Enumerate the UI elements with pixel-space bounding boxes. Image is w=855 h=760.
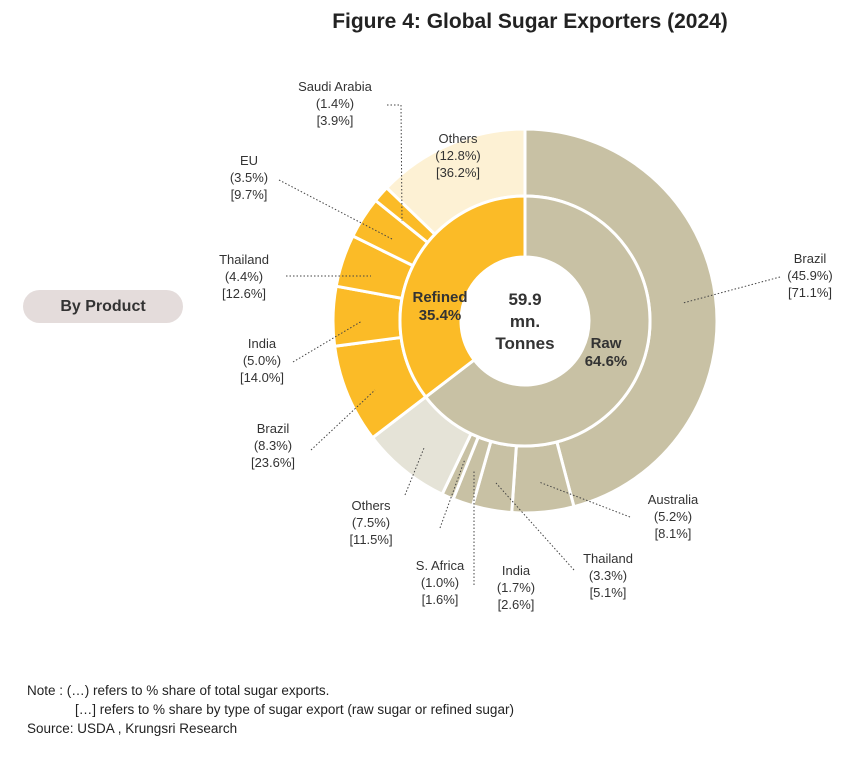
- label-refined-brazil-share-total: (8.3%): [254, 438, 292, 453]
- donut-chart: 59.9 mn. Tonnes Refined 35.4% Raw 64.6% …: [219, 79, 833, 612]
- leader-refined-saudi-arabia: [387, 104, 403, 222]
- label-raw-india-name: India: [502, 563, 531, 578]
- label-refined-brazil-share-type: [23.6%]: [251, 455, 295, 470]
- label-raw-s-africa-share-total: (1.0%): [421, 575, 459, 590]
- inner-label-refined-pct: 35.4%: [419, 307, 462, 324]
- note-line-2: […] refers to % share by type of sugar e…: [75, 702, 514, 717]
- label-refined-india-name: India: [248, 336, 277, 351]
- note-line-1: Note : (…) refers to % share of total su…: [27, 683, 330, 698]
- center-total-value: 59.9: [508, 290, 541, 309]
- notes: Note : (…) refers to % share of total su…: [27, 681, 514, 738]
- slice-labels: Brazil (45.9%) [71.1%] Australia (5.2%) [8.1%…: [219, 79, 833, 612]
- leader-lines: [278, 104, 781, 585]
- leader-raw-others: [404, 447, 425, 496]
- label-refined-others-name: Others: [438, 131, 478, 146]
- label-raw-others-share-total: (7.5%): [352, 515, 390, 530]
- label-raw-thailand-share-type: [5.1%]: [590, 585, 627, 600]
- label-refined-thailand-share-total: (4.4%): [225, 269, 263, 284]
- label-refined-eu-share-total: (3.5%): [230, 170, 268, 185]
- label-refined-saudi-arabia-name: Saudi Arabia: [298, 79, 372, 94]
- label-refined-others-share-type: [36.2%]: [436, 165, 480, 180]
- label-refined-eu-share-type: [9.7%]: [231, 187, 268, 202]
- inner-labels: Refined 35.4% Raw 64.6%: [412, 289, 627, 370]
- label-raw-australia-name: Australia: [648, 492, 699, 507]
- label-raw-australia-share-total: (5.2%): [654, 509, 692, 524]
- label-raw-brazil-name: Brazil: [794, 251, 827, 266]
- label-raw-thailand-share-total: (3.3%): [589, 568, 627, 583]
- label-raw-india-share-type: [2.6%]: [498, 597, 535, 612]
- center-total-unit: mn.: [510, 312, 540, 331]
- chart-title: Figure 4: Global Sugar Exporters (2024): [332, 10, 728, 33]
- leader-raw-brazil: [682, 276, 781, 304]
- label-raw-brazil-share-total: (45.9%): [787, 268, 833, 283]
- leader-refined-india: [292, 320, 363, 363]
- label-refined-thailand-share-type: [12.6%]: [222, 286, 266, 301]
- label-refined-india-share-total: (5.0%): [243, 353, 281, 368]
- label-raw-brazil-share-type: [71.1%]: [788, 285, 832, 300]
- source-line: Source: USDA , Krungsri Research: [27, 721, 238, 736]
- label-refined-eu-name: EU: [240, 153, 258, 168]
- label-raw-india-share-total: (1.7%): [497, 580, 535, 595]
- label-refined-saudi-arabia-share-total: (1.4%): [316, 96, 354, 111]
- inner-label-raw: Raw: [591, 335, 622, 352]
- center-total-unit-2: Tonnes: [495, 334, 554, 353]
- leader-refined-brazil: [310, 389, 376, 451]
- label-refined-india-share-type: [14.0%]: [240, 370, 284, 385]
- by-product-badge: By Product: [23, 290, 183, 323]
- label-raw-s-africa-share-type: [1.6%]: [422, 592, 459, 607]
- leader-raw-australia: [538, 481, 631, 518]
- leader-refined-eu: [278, 179, 393, 240]
- label-raw-s-africa-name: S. Africa: [416, 558, 465, 573]
- label-refined-brazil-name: Brazil: [257, 421, 290, 436]
- center-hole: [461, 257, 589, 385]
- center-text: 59.9 mn. Tonnes: [495, 290, 554, 353]
- label-refined-saudi-arabia-share-type: [3.9%]: [317, 113, 354, 128]
- label-refined-thailand-name: Thailand: [219, 252, 269, 267]
- label-raw-others-share-type: [11.5%]: [349, 532, 392, 547]
- label-raw-australia-share-type: [8.1%]: [655, 526, 692, 541]
- label-raw-others-name: Others: [351, 498, 391, 513]
- inner-label-raw-pct: 64.6%: [585, 353, 628, 370]
- label-raw-thailand-name: Thailand: [583, 551, 633, 566]
- label-refined-others-share-total: (12.8%): [435, 148, 481, 163]
- inner-label-refined: Refined: [412, 289, 467, 306]
